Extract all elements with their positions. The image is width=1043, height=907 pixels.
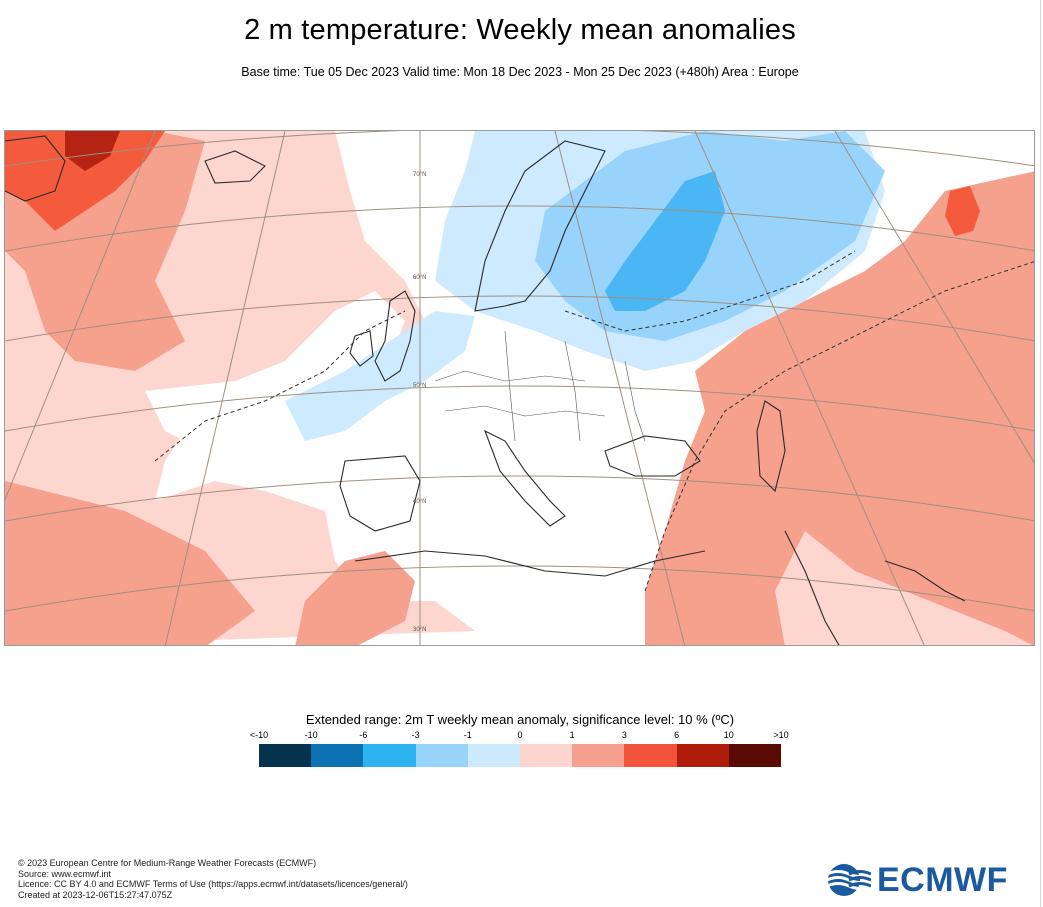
anomaly-map: 70°N 60°N 50°N 40°N 30°N xyxy=(4,130,1035,646)
borders xyxy=(434,330,646,442)
lat-label-60: 60°N xyxy=(413,275,426,281)
legend-swatch-3 xyxy=(415,744,468,767)
chart-subtitle: Base time: Tue 05 Dec 2023 Valid time: M… xyxy=(241,65,799,79)
legend-swatch-7 xyxy=(624,744,677,767)
legend-tick: 10 xyxy=(723,730,734,740)
anomaly-region-pos-3-6-kazakh xyxy=(945,186,980,236)
lat-label-50: 50°N xyxy=(413,383,426,389)
lat-label-30: 30°N xyxy=(413,627,426,633)
lat-labels: 70°N 60°N 50°N 40°N 30°N xyxy=(413,172,426,633)
ecmwf-logo-icon xyxy=(827,864,871,896)
legend-colorbar xyxy=(259,744,782,767)
lat-label-40: 40°N xyxy=(413,499,426,505)
coast-red-sea xyxy=(784,530,840,645)
coast-britain xyxy=(374,290,416,382)
legend-ticks: <-10 -10 -6 -3 -1 0 1 3 6 10 >10 xyxy=(250,730,789,742)
footer-credits: © 2023 European Centre for Medium-Range … xyxy=(18,858,408,900)
legend-tick: <-10 xyxy=(249,730,269,740)
legend-swatch-4 xyxy=(467,744,521,767)
legend-tick: >10 xyxy=(773,730,789,740)
coast-scandinavia xyxy=(474,140,606,312)
legend-tick: -1 xyxy=(463,730,472,740)
anomaly-region-neg-1-0-westeurope xyxy=(285,311,475,441)
coast-iberia xyxy=(339,455,421,532)
coast-greenland xyxy=(5,135,66,202)
legend-swatch-1 xyxy=(311,744,364,767)
legend-swatch-0 xyxy=(259,744,312,767)
legend-tick: -6 xyxy=(359,730,368,740)
legend-tick: 3 xyxy=(621,730,627,740)
footer-copyright: © 2023 European Centre for Medium-Range … xyxy=(18,858,317,868)
legend-tick: 6 xyxy=(674,730,680,740)
legend-tick: -10 xyxy=(304,730,318,740)
coast-iceland xyxy=(204,150,266,184)
map-canvas: 70°N 60°N 50°N 40°N 30°N xyxy=(5,131,1034,645)
anomaly-region-pos-1-3-morocco xyxy=(295,551,415,645)
legend-swatch-5 xyxy=(520,744,573,767)
anomaly-region-neutral-atlantic xyxy=(145,291,405,471)
anomaly-region-pos-1-3-southwest xyxy=(5,481,255,645)
page-edge-rule xyxy=(1040,0,1041,907)
anomaly-region-pos-0-1-arabia xyxy=(775,531,1033,645)
coast-persian-gulf xyxy=(884,560,966,602)
legend-tick: 1 xyxy=(569,730,575,740)
anomaly-region-pos-3-6-greenland xyxy=(5,131,165,231)
legend-swatch-6 xyxy=(572,744,625,767)
legend-swatch-2 xyxy=(363,744,416,767)
coast-italy xyxy=(483,429,566,527)
coast-ireland xyxy=(349,330,374,367)
ecmwf-logo: ECMWF xyxy=(827,857,1027,903)
legend-tick: 0 xyxy=(517,730,523,740)
footer-source: Source: www.ecmwf.int xyxy=(18,868,112,879)
coast-black-sea xyxy=(604,435,701,477)
legend-title: Extended range: 2m T weekly mean anomaly… xyxy=(305,712,735,727)
coast-caspian xyxy=(756,400,786,493)
ecmwf-logo-text: ECMWF xyxy=(877,860,1008,899)
legend-swatch-8 xyxy=(676,744,729,767)
anomaly-region-neg-6-3-russia xyxy=(605,171,725,311)
anomaly-region-pos-1-3-east xyxy=(645,171,1034,645)
chart-title: 2 m temperature: Weekly mean anomalies xyxy=(244,14,796,46)
footer-licence: Licence: CC BY 4.0 and ECMWF Terms of Us… xyxy=(18,879,408,890)
legend-swatch-9 xyxy=(728,744,782,767)
footer-created: Created at 2023-12-06T15:27:47.075Z xyxy=(18,889,173,900)
lat-label-70: 70°N xyxy=(413,172,426,178)
legend-tick: -3 xyxy=(411,730,420,740)
significance-contours xyxy=(154,250,1034,592)
anomaly-region-pos-6-10-greenland xyxy=(65,131,120,171)
